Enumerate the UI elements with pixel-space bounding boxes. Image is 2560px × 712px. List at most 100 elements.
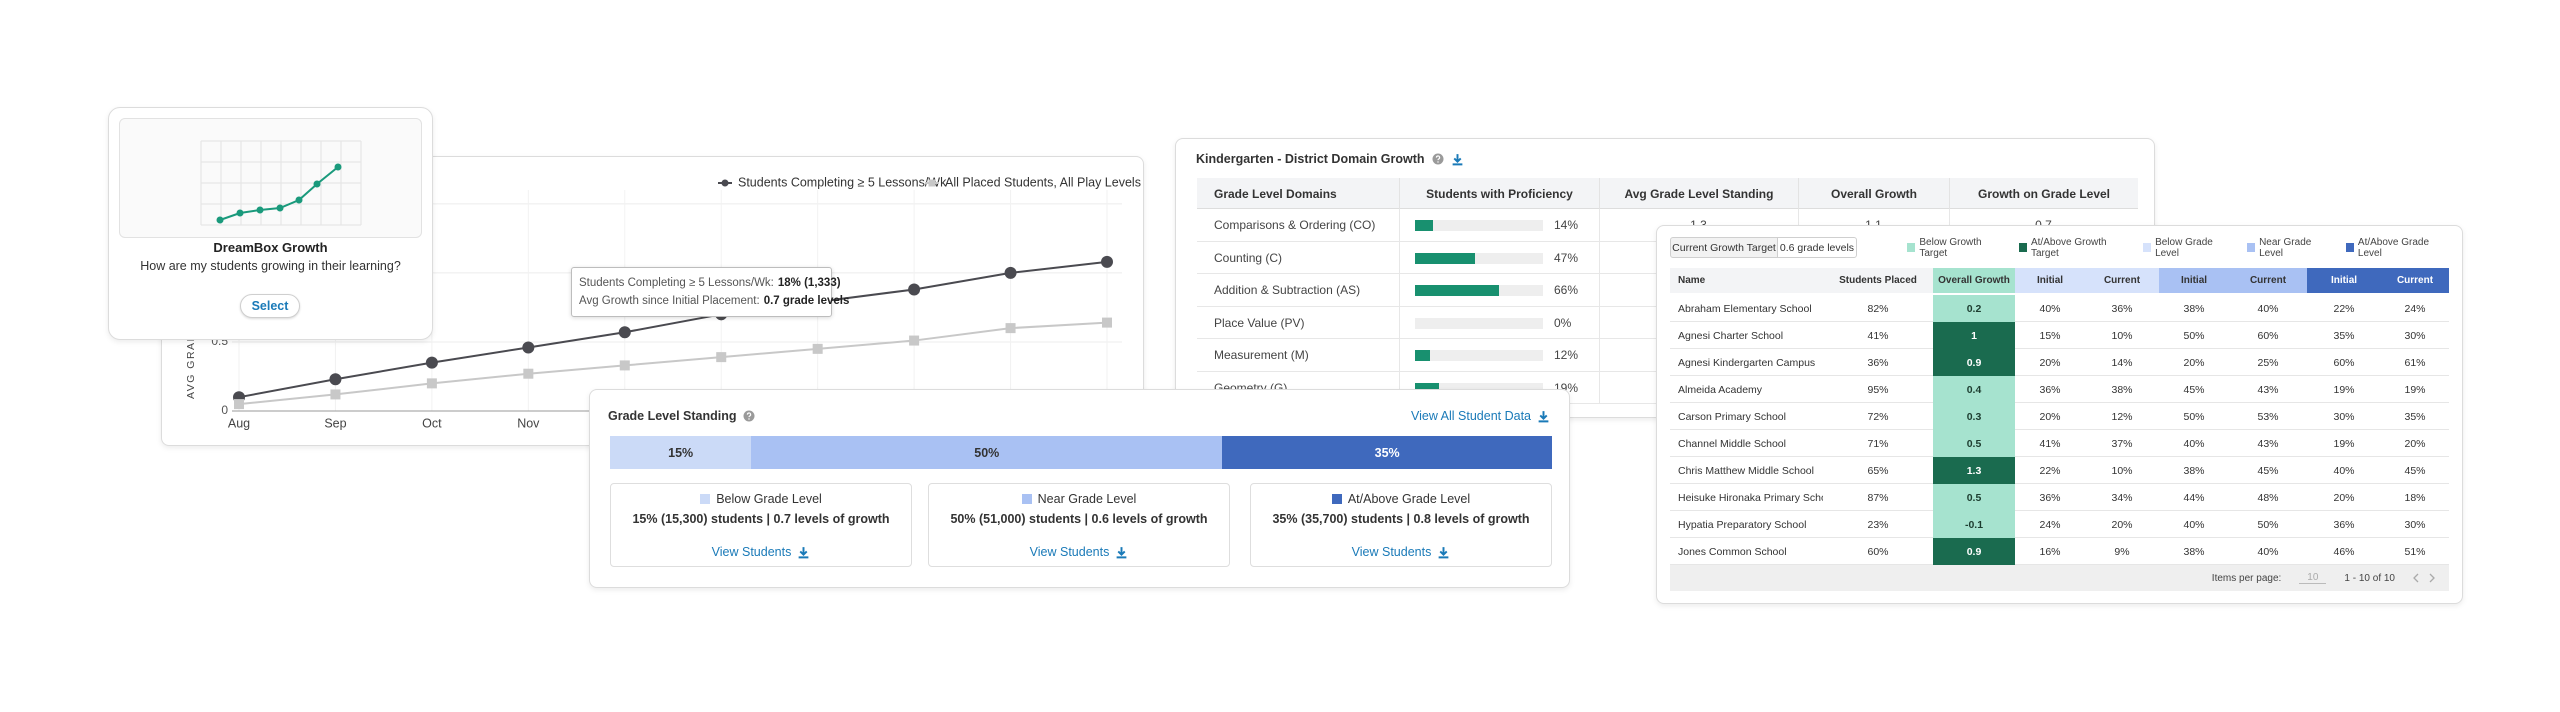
column-header: Initial (2307, 268, 2381, 293)
legend-item: Near Grade Level (2246, 237, 2333, 259)
table-cell: Agnesi Charter School (1678, 329, 1784, 342)
data-point (523, 368, 534, 379)
column-header: Initial (2159, 268, 2229, 293)
download-icon[interactable] (1115, 546, 1128, 559)
table-cell: 44% (2183, 491, 2205, 504)
summary-name: Below Grade Level (716, 492, 822, 506)
table-cell: 36% (2039, 491, 2061, 504)
table-row (1670, 484, 2449, 511)
table-cell: 19% (2333, 437, 2355, 450)
x-tick-label: Oct (422, 416, 442, 430)
proficiency-bar (1415, 252, 1476, 264)
table-cell: 48% (2257, 491, 2279, 504)
growth-cell: 0.4 (1933, 376, 2015, 403)
table-cell: 23% (1867, 518, 1889, 531)
table-cell: 12% (2111, 410, 2133, 423)
table-cell: 19% (2404, 383, 2426, 396)
table-cell: 51% (2404, 545, 2426, 558)
page-range: 1 - 10 of 10 (2344, 572, 2395, 584)
data-point (234, 399, 244, 410)
tab[interactable]: 0.6 grade levels (1777, 237, 1857, 258)
summary-box: Below Grade Level 15% (15,300) students |… (610, 483, 912, 567)
table-cell: Jones Common School (1678, 545, 1787, 558)
growth-cell: 1.3 (1933, 457, 2015, 484)
table-cell: Heisuke Hironaka Primary School (1678, 491, 1823, 504)
card-illustration (200, 140, 362, 226)
column-divider (1599, 274, 1600, 307)
table-cell: 40% (2183, 518, 2205, 531)
tooltip-label: Students Completing ≥ 5 Lessons/Wk: (579, 277, 774, 289)
table-cell: 22% (2333, 302, 2355, 315)
column-header: Current (2085, 268, 2159, 293)
table-cell: 15% (2039, 329, 2061, 342)
column-header: Students with Proficiency (1399, 178, 1599, 209)
download-icon[interactable] (797, 546, 810, 559)
link-text[interactable]: View Students (711, 545, 792, 559)
legend-swatch (2345, 243, 2354, 252)
panel-title: Grade Level Standing (608, 409, 737, 423)
column-divider (1599, 371, 1600, 404)
legend-label: Below Growth Target (1919, 236, 1982, 259)
table-cell: 19% (2333, 383, 2355, 396)
data-point (618, 326, 631, 339)
table-cell: 71% (1867, 437, 1889, 450)
pager-arrows[interactable] (2413, 573, 2435, 583)
column-header: Initial (2015, 268, 2085, 293)
summary-text: 15% (15,300) students | 0.7 levels of gr… (632, 512, 890, 526)
table-cell: 40% (2333, 464, 2355, 477)
data-point (425, 356, 438, 369)
tab[interactable]: Current Growth Target (1670, 237, 1778, 258)
download-icon[interactable] (1537, 410, 1550, 423)
proficiency-bar (1415, 382, 1440, 394)
download-icon[interactable] (1451, 153, 1464, 166)
column-header: Avg Grade Level Standing (1599, 178, 1798, 209)
download-icon[interactable] (1437, 546, 1450, 559)
table-header (1197, 178, 2138, 209)
school-table-panel: Current Growth Target 0.6 grade levels Bel… (1656, 225, 2463, 604)
table-cell: 82% (1867, 302, 1889, 315)
tooltip-line: Students Completing ≥ 5 Lessons/Wk: 18% (… (579, 274, 841, 292)
table-cell: 43% (2257, 383, 2279, 396)
summary-box: At/Above Grade Level 35% (35,700) student… (1250, 483, 1552, 567)
help-icon[interactable] (1432, 153, 1444, 165)
column-header: Overall Growth (1933, 268, 2015, 293)
column-header: Current (2381, 268, 2449, 293)
column-header: Current (2229, 268, 2307, 293)
table-cell: 87% (1867, 491, 1889, 504)
legend-item: Below Grade Level (2142, 237, 2234, 259)
select-button[interactable]: Select (240, 294, 300, 318)
data-point (329, 373, 342, 386)
growth-cell: -0.1 (1933, 511, 2015, 538)
summary-link: View Students (1251, 542, 1551, 562)
panel-header: Kindergarten - District Domain Growth (1196, 150, 1696, 168)
link-text[interactable]: View Students (1029, 545, 1110, 559)
card-image (119, 118, 422, 238)
table-cell: 30% (2404, 329, 2426, 342)
table-cell: 25% (2257, 356, 2279, 369)
table-cell: 40% (2257, 302, 2279, 315)
link-text[interactable]: View Students (1351, 545, 1432, 559)
table-cell: 20% (2404, 437, 2426, 450)
table-cell: 10% (2111, 464, 2133, 477)
table-row (1670, 349, 2449, 376)
table-cell: 38% (2183, 302, 2205, 315)
table-footer: Items per page: 10 1 - 10 of 10 (1670, 565, 2449, 591)
help-icon[interactable] (743, 410, 755, 422)
table-cell: 60% (1867, 545, 1889, 558)
legend-item: At/Above Grade Level (2345, 237, 2449, 259)
column-header: Students Placed (1823, 268, 1933, 293)
column-header: Overall Growth (1798, 178, 1949, 209)
link-text[interactable]: View All Student Data (1411, 409, 1531, 423)
legend-swatch (721, 179, 729, 187)
data-point (716, 352, 727, 363)
y-tick-label: 0 (221, 403, 228, 417)
view-all-link: View All Student Data (1150, 406, 1550, 426)
proficiency-track (1415, 220, 1543, 231)
items-dropdown[interactable]: 10 (2299, 572, 2327, 584)
data-point (1101, 255, 1113, 268)
column-header: Grade Level Domains (1214, 186, 1337, 201)
table-cell: 10% (2111, 329, 2133, 342)
table-row (1670, 538, 2449, 565)
legend-item: Below Growth Target (1907, 237, 2006, 259)
